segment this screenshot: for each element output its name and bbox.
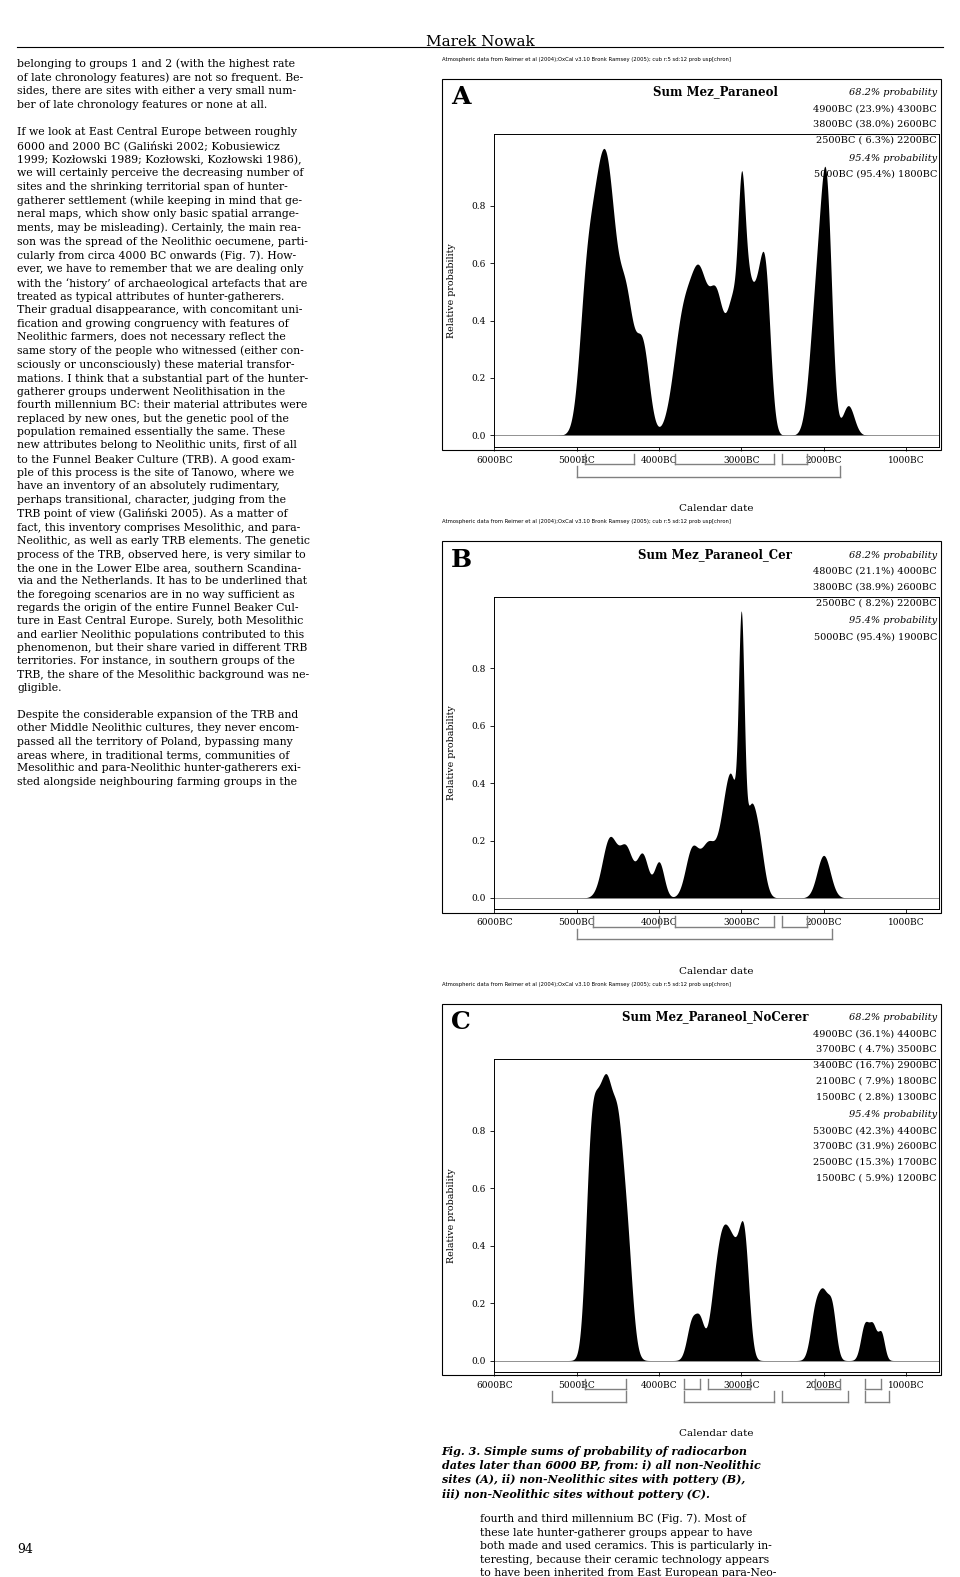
Text: fourth and third millennium BC (Fig. 7). Most of
these late hunter-gatherer grou: fourth and third millennium BC (Fig. 7).…	[480, 1514, 777, 1577]
Text: 3400BC (16.7%) 2900BC: 3400BC (16.7%) 2900BC	[813, 1061, 937, 1069]
Text: 3800BC (38.0%) 2600BC: 3800BC (38.0%) 2600BC	[813, 120, 937, 129]
Text: 94: 94	[17, 1544, 34, 1556]
Text: Atmospheric data from Reimer et al (2004);OxCal v3.10 Bronk Ramsey (2005); cub r: Atmospheric data from Reimer et al (2004…	[442, 57, 731, 62]
Text: 2500BC ( 6.3%) 2200BC: 2500BC ( 6.3%) 2200BC	[816, 136, 937, 145]
Text: 95.4% probability: 95.4% probability	[849, 153, 937, 162]
Text: 5000BC (95.4%) 1900BC: 5000BC (95.4%) 1900BC	[813, 632, 937, 640]
Text: 2100BC ( 7.9%) 1800BC: 2100BC ( 7.9%) 1800BC	[816, 1077, 937, 1085]
Text: Fig. 3. Simple sums of probability of radiocarbon
dates later than 6000 BP, from: Fig. 3. Simple sums of probability of ra…	[442, 1446, 760, 1500]
Text: B: B	[451, 547, 472, 572]
Text: Sum Mez_Paraneol_Cer: Sum Mez_Paraneol_Cer	[638, 547, 792, 561]
Text: 5000BC (95.4%) 1800BC: 5000BC (95.4%) 1800BC	[813, 169, 937, 178]
Text: C: C	[451, 1011, 471, 1035]
Text: Atmospheric data from Reimer et al (2004);OxCal v3.10 Bronk Ramsey (2005); cub r: Atmospheric data from Reimer et al (2004…	[442, 982, 731, 987]
Text: Calendar date: Calendar date	[680, 967, 754, 976]
Text: Relative probability: Relative probability	[446, 705, 456, 801]
Text: Sum Mez_Paraneol_NoCerer: Sum Mez_Paraneol_NoCerer	[622, 1011, 808, 1023]
Text: 95.4% probability: 95.4% probability	[849, 1110, 937, 1120]
Text: 95.4% probability: 95.4% probability	[849, 617, 937, 626]
Text: 3700BC (31.9%) 2600BC: 3700BC (31.9%) 2600BC	[813, 1142, 937, 1151]
Text: 68.2% probability: 68.2% probability	[849, 550, 937, 560]
Text: Atmospheric data from Reimer et al (2004);OxCal v3.10 Bronk Ramsey (2005); cub r: Atmospheric data from Reimer et al (2004…	[442, 519, 731, 525]
Text: 3800BC (38.9%) 2600BC: 3800BC (38.9%) 2600BC	[813, 582, 937, 591]
Text: 3700BC ( 4.7%) 3500BC: 3700BC ( 4.7%) 3500BC	[816, 1046, 937, 1053]
Text: Sum Mez_Paraneol: Sum Mez_Paraneol	[653, 85, 778, 98]
Text: 2500BC ( 8.2%) 2200BC: 2500BC ( 8.2%) 2200BC	[816, 598, 937, 607]
Text: belonging to groups 1 and 2 (with the highest rate
of late chronology features) : belonging to groups 1 and 2 (with the hi…	[17, 58, 310, 787]
Text: 2500BC (15.3%) 1700BC: 2500BC (15.3%) 1700BC	[813, 1158, 937, 1167]
Text: A: A	[451, 85, 470, 109]
Text: 1500BC ( 5.9%) 1200BC: 1500BC ( 5.9%) 1200BC	[816, 1173, 937, 1183]
Text: 68.2% probability: 68.2% probability	[849, 1014, 937, 1022]
Text: 4900BC (36.1%) 4400BC: 4900BC (36.1%) 4400BC	[813, 1030, 937, 1038]
Text: Relative probability: Relative probability	[446, 1169, 456, 1263]
Text: Calendar date: Calendar date	[680, 1429, 754, 1438]
Text: 68.2% probability: 68.2% probability	[849, 88, 937, 98]
Text: 4800BC (21.1%) 4000BC: 4800BC (21.1%) 4000BC	[813, 566, 937, 576]
Text: Relative probability: Relative probability	[446, 243, 456, 337]
Text: 4900BC (23.9%) 4300BC: 4900BC (23.9%) 4300BC	[813, 104, 937, 114]
Text: 5300BC (42.3%) 4400BC: 5300BC (42.3%) 4400BC	[813, 1126, 937, 1135]
Text: Calendar date: Calendar date	[680, 505, 754, 513]
Text: Marek Nowak: Marek Nowak	[425, 35, 535, 49]
Text: 1500BC ( 2.8%) 1300BC: 1500BC ( 2.8%) 1300BC	[816, 1093, 937, 1101]
